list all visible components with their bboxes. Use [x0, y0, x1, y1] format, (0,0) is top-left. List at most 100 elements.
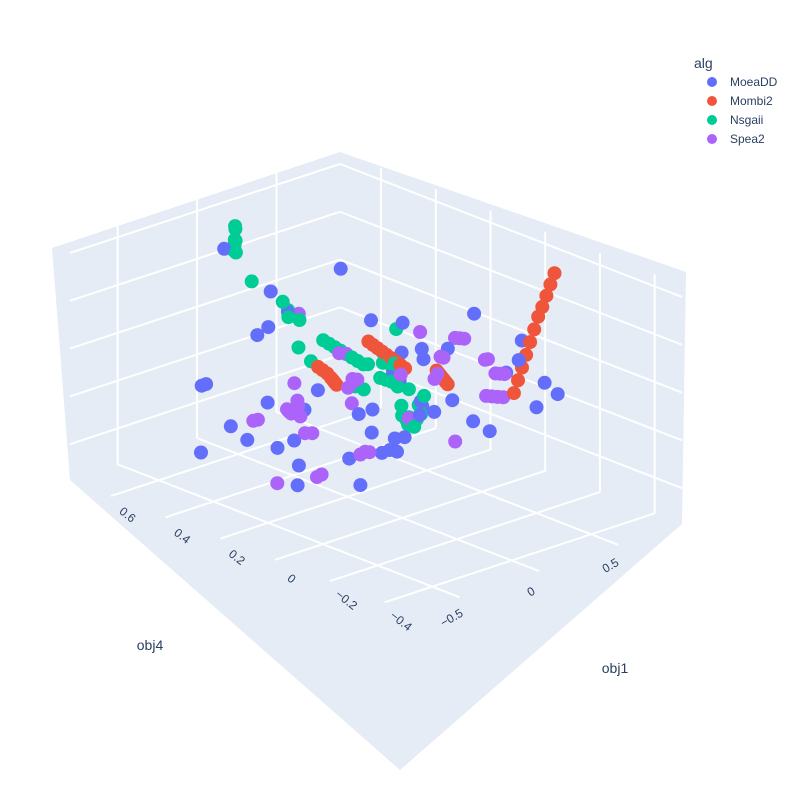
legend-label: Mombi2: [730, 94, 773, 108]
data-point-mombi2: [440, 377, 455, 392]
data-point-spea2: [413, 325, 428, 339]
grid-line: [339, 258, 683, 394]
data-point-nsgaii: [356, 357, 371, 372]
data-point-mombi2: [539, 288, 554, 303]
data-point-nsgaii: [228, 222, 243, 236]
data-point-moeadd: [290, 478, 305, 493]
data-point-spea2: [332, 346, 347, 361]
data-point-spea2: [393, 367, 408, 382]
grid-line: [69, 163, 341, 254]
data-point-mombi2: [329, 377, 344, 392]
data-point-moeadd: [270, 440, 285, 455]
legend-item-nsgaii[interactable]: Nsgaii: [707, 113, 763, 127]
data-point-moeadd: [364, 313, 378, 328]
data-point-moeadd: [365, 402, 380, 417]
grid-line: [339, 163, 683, 298]
data-point-spea2: [496, 390, 511, 405]
data-point-mombi2: [543, 277, 558, 292]
data-point-moeadd: [416, 352, 431, 367]
data-point-moeadd: [310, 383, 325, 398]
grid-line: [110, 406, 382, 497]
data-point-moeadd: [412, 407, 427, 422]
legend-label: Nsgaii: [730, 113, 763, 127]
data-point-spea2: [290, 393, 305, 408]
data-point-nsgaii: [228, 233, 243, 248]
data-point-moeadd: [467, 306, 482, 321]
data-point-moeadd: [390, 444, 404, 459]
data-point-spea2: [314, 467, 329, 482]
legend-marker: [707, 134, 717, 144]
data-point-mombi2: [523, 335, 538, 350]
data-point-nsgaii: [407, 419, 422, 434]
data-point-spea2: [457, 331, 472, 346]
legend-marker: [707, 115, 717, 125]
legend-item-mombi2[interactable]: Mombi2: [707, 94, 773, 108]
data-point-spea2: [293, 409, 308, 424]
data-point-nsgaii: [401, 382, 416, 397]
data-point-moeadd: [529, 400, 544, 415]
data-point-mombi2: [320, 366, 335, 381]
data-point-spea2: [305, 426, 320, 441]
data-point-nsgaii: [291, 340, 306, 355]
data-point-spea2: [436, 350, 451, 365]
data-point-moeadd: [466, 414, 481, 429]
data-point-moeadd: [387, 431, 402, 446]
legend[interactable]: alg MoeaDD Mombi2 Nsgaii Spea2: [694, 55, 778, 146]
data-point-spea2: [430, 366, 445, 381]
grid-line: [69, 210, 341, 302]
data-point-moeadd: [395, 315, 410, 330]
grid-line: [329, 491, 601, 583]
data-point-moeadd: [261, 320, 276, 335]
legend-items[interactable]: MoeaDD Mombi2 Nsgaii Spea2: [707, 75, 778, 146]
data-point-spea2: [480, 352, 495, 367]
data-point-moeadd: [194, 445, 208, 460]
data-point-mombi2: [506, 386, 521, 401]
legend-title: alg: [694, 55, 713, 71]
grid-line: [274, 469, 546, 561]
data-point-mombi2: [547, 266, 562, 281]
data-point-moeadd: [537, 375, 552, 390]
data-point-spea2: [448, 434, 463, 449]
data-point-moeadd: [351, 407, 366, 422]
data-point-nsgaii: [292, 313, 307, 327]
data-point-mombi2: [527, 322, 542, 337]
data-point-nsgaii: [417, 388, 432, 403]
data-point-spea2: [362, 445, 377, 460]
data-point-moeadd: [511, 353, 526, 368]
data-point-moeadd: [364, 425, 379, 440]
data-point-moeadd: [250, 328, 265, 343]
grid-line: [196, 437, 540, 573]
data-point-moeadd: [194, 378, 209, 393]
data-point-nsgaii: [390, 379, 405, 394]
grid-line: [220, 448, 491, 540]
data-point-spea2: [250, 412, 265, 427]
data-point-mombi2: [511, 373, 525, 388]
legend-marker: [707, 96, 717, 106]
grid-line: [339, 210, 683, 346]
data-point-moeadd: [291, 458, 306, 473]
grid-line: [384, 512, 655, 604]
data-point-moeadd: [482, 424, 497, 439]
legend-item-spea2[interactable]: Spea2: [707, 132, 765, 146]
grid-line: [276, 411, 619, 546]
data-point-spea2: [287, 376, 302, 391]
data-point-moeadd: [217, 241, 232, 256]
grid-lines: [69, 163, 683, 604]
scene: [52, 152, 686, 770]
legend-item-moeadd[interactable]: MoeaDD: [707, 75, 778, 89]
grid-line: [117, 463, 461, 599]
data-point-moeadd: [550, 387, 565, 402]
data-point-moeadd: [260, 395, 275, 410]
data-point-nsgaii: [275, 294, 290, 309]
data-point-nsgaii: [281, 310, 296, 325]
data-point-spea2: [350, 372, 365, 387]
data-point-moeadd: [342, 451, 357, 466]
data-point-spea2: [344, 396, 359, 411]
legend-marker: [707, 77, 717, 87]
data-points: [194, 219, 565, 493]
data-point-moeadd: [240, 432, 255, 447]
obj1-axis-title: obj1: [602, 660, 629, 676]
obj4-axis-title: obj4: [137, 637, 164, 653]
data-point-moeadd: [353, 478, 368, 493]
